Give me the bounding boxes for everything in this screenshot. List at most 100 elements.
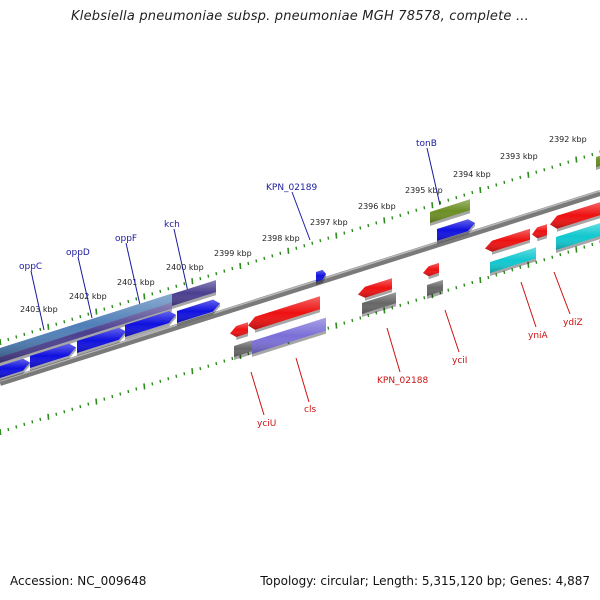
minor-tick	[103, 397, 106, 401]
gene-feature-blue-5[interactable]	[177, 299, 220, 326]
gene-label-yciI[interactable]: yciI	[452, 356, 467, 366]
major-tick	[191, 278, 194, 285]
gene-label-yniA[interactable]: yniA	[528, 331, 549, 341]
gene-feature-cls-lavender[interactable]	[252, 317, 326, 357]
gene-feature-KPN_02188-red[interactable]	[358, 278, 392, 301]
major-tick	[479, 186, 482, 194]
minor-tick	[511, 268, 514, 272]
gene-feature-gray-1[interactable]	[234, 340, 252, 360]
minor-tick	[359, 226, 362, 230]
minor-tick	[519, 175, 522, 179]
minor-tick	[31, 420, 34, 424]
minor-tick	[559, 253, 562, 257]
gene-feature-olive-edge[interactable]	[596, 154, 600, 170]
gene-label-kch[interactable]: kch	[164, 220, 180, 230]
map-title: Klebsiella pneumoniae subsp. pneumoniae …	[71, 9, 529, 24]
minor-tick	[439, 201, 442, 205]
major-tick	[383, 217, 386, 224]
gene-label-tonB[interactable]: tonB	[416, 139, 437, 149]
gene-feature-tonB-olive[interactable]	[430, 199, 470, 226]
gene-label-oppF[interactable]: oppF	[115, 234, 137, 244]
minor-tick	[455, 285, 458, 290]
gene-feature-blue-3[interactable]	[77, 327, 126, 356]
gene-feature-purple[interactable]	[0, 302, 172, 367]
minor-tick	[63, 410, 66, 414]
top-gene-labels: oppC oppD oppF kch KPN_02189 tonB	[19, 139, 437, 272]
minor-tick	[215, 271, 218, 276]
major-tick	[239, 262, 242, 270]
gene-feature-red-small[interactable]	[532, 224, 547, 242]
gene-feature-blue-4[interactable]	[125, 311, 176, 340]
gene-feature-yciU[interactable]	[230, 322, 248, 340]
minor-tick	[255, 259, 258, 263]
kbp-label: 2397 kbp	[310, 218, 348, 227]
gene-feature-KPN_02189[interactable]	[316, 269, 326, 285]
minor-tick	[367, 223, 370, 228]
minor-tick	[399, 213, 402, 217]
minor-tick	[583, 245, 586, 249]
minor-tick	[343, 231, 346, 235]
major-tick	[143, 293, 146, 300]
gene-features[interactable]	[0, 154, 600, 381]
minor-tick	[351, 228, 354, 233]
gene-feature-yciI-red[interactable]	[423, 262, 439, 280]
kbp-label: 2400 kbp	[166, 263, 204, 272]
backbone-line	[0, 190, 600, 386]
minor-tick	[415, 298, 418, 302]
gene-feature-yniA-red[interactable]	[485, 228, 530, 255]
minor-tick	[159, 289, 162, 293]
gene-feature-KPN_02188-gray[interactable]	[362, 292, 396, 317]
backbone-highlight	[0, 190, 600, 382]
minor-tick	[463, 283, 466, 287]
gene-feature-blue-6[interactable]	[437, 219, 475, 244]
gene-feature-yniA-cyan[interactable]	[490, 247, 536, 276]
minor-tick	[279, 251, 282, 255]
minor-tick	[79, 405, 82, 409]
minor-tick	[7, 427, 10, 432]
minor-tick	[591, 242, 594, 247]
minor-tick	[111, 304, 114, 309]
gene-label-oppC[interactable]: oppC	[19, 262, 42, 272]
gene-feature-blue-2[interactable]	[30, 343, 76, 371]
minor-tick	[391, 306, 394, 310]
major-tick	[191, 368, 194, 375]
gene-label-cls[interactable]: cls	[304, 405, 316, 415]
minor-tick	[423, 206, 426, 210]
minor-tick	[151, 292, 154, 296]
minor-tick	[175, 374, 178, 378]
kbp-label: 2392 kbp	[549, 135, 587, 144]
minor-tick	[551, 165, 554, 169]
minor-tick	[359, 316, 362, 320]
major-tick	[431, 202, 434, 209]
gene-feature-blue-1[interactable]	[0, 358, 30, 381]
kbp-label: 2394 kbp	[453, 170, 491, 179]
gene-label-ydiZ[interactable]: ydiZ	[563, 318, 583, 328]
bottom-gene-labels: yciU cls KPN_02188 yciI yniA ydiZ	[257, 318, 583, 429]
bottom-label-leaders	[250, 271, 571, 416]
gene-feature-ydiZ-cyan[interactable]	[556, 223, 600, 253]
gene-feature-kch[interactable]	[172, 280, 216, 309]
minor-tick	[7, 337, 10, 342]
minor-tick	[183, 282, 186, 286]
minor-tick	[567, 250, 570, 254]
minor-tick	[319, 239, 322, 243]
gene-feature-yciI-gray[interactable]	[427, 279, 443, 299]
gene-feature-ydiZ-red[interactable]	[550, 202, 600, 232]
tick-row-bottom	[0, 240, 600, 436]
gene-label-yciU[interactable]: yciU	[257, 419, 276, 429]
minor-tick	[215, 361, 218, 366]
gene-label-KPN_02189[interactable]: KPN_02189	[266, 183, 317, 193]
minor-tick	[487, 275, 490, 280]
top-label-leaders	[30, 147, 441, 331]
minor-tick	[327, 326, 330, 330]
minor-tick	[407, 301, 410, 305]
gene-feature-cls[interactable]	[248, 296, 320, 333]
major-tick	[575, 246, 578, 253]
gene-label-KPN_02188[interactable]: KPN_02188	[377, 376, 428, 386]
minor-tick	[223, 269, 226, 273]
major-tick	[575, 156, 578, 163]
major-tick	[527, 261, 530, 268]
minor-tick	[167, 287, 170, 291]
gene-label-oppD[interactable]: oppD	[66, 248, 90, 258]
